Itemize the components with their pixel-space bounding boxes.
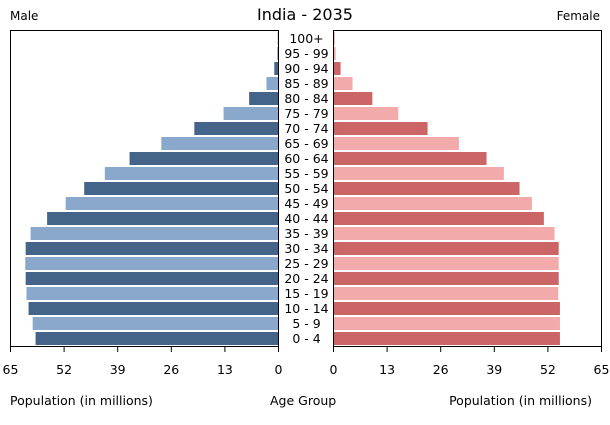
x-tick-label-male: 0 (275, 362, 283, 377)
male-bar (274, 62, 278, 75)
x-tick-label-male: 52 (56, 362, 72, 377)
female-bar (334, 272, 559, 285)
female-bar (334, 62, 341, 75)
age-group-tick-label: 90 - 94 (284, 61, 328, 76)
male-bar (35, 332, 278, 345)
male-plot-frame (10, 30, 279, 347)
x-tick-label-female: 13 (379, 362, 395, 377)
x-axis-label-left: Population (in millions) (10, 393, 153, 408)
age-group-tick-label: 35 - 39 (284, 226, 328, 241)
female-bar (334, 332, 560, 345)
male-bar (25, 257, 278, 270)
x-tick-label-male: 39 (110, 362, 126, 377)
male-bar (249, 92, 278, 105)
female-bar (334, 77, 353, 90)
age-group-tick-label: 20 - 24 (284, 271, 328, 286)
male-bar (30, 227, 278, 240)
x-tick-label-female: 26 (433, 362, 449, 377)
male-label: Male (10, 9, 39, 23)
age-group-tick-label: 45 - 49 (284, 196, 328, 211)
age-group-tick-label: 5 - 9 (292, 316, 320, 331)
female-bar (334, 317, 560, 330)
male-bar (47, 212, 278, 225)
female-bar (334, 227, 555, 240)
age-group-tick-label: 55 - 59 (284, 166, 328, 181)
female-bar (334, 302, 560, 315)
age-group-tick-label: 75 - 79 (284, 106, 328, 121)
female-label: Female (556, 9, 600, 23)
male-bar (223, 107, 278, 120)
x-tick-label-female: 65 (594, 362, 610, 377)
x-tick-label-male: 26 (163, 362, 179, 377)
female-bar (334, 107, 399, 120)
age-group-tick-label: 15 - 19 (284, 286, 328, 301)
age-group-tick-label: 25 - 29 (284, 256, 328, 271)
male-bar (25, 272, 278, 285)
age-group-tick-label: 50 - 54 (284, 181, 328, 196)
age-group-tick-label: 0 - 4 (292, 331, 320, 346)
male-bar (26, 287, 278, 300)
age-group-tick-label: 30 - 34 (284, 241, 328, 256)
male-bar (277, 47, 278, 60)
male-bar (161, 137, 278, 150)
female-bar (334, 257, 559, 270)
male-bar (104, 167, 278, 180)
female-bar (334, 137, 459, 150)
age-group-tick-label: 85 - 89 (284, 76, 328, 91)
age-group-tick-label: 10 - 14 (284, 301, 328, 316)
male-bar (65, 197, 279, 210)
female-bar (334, 242, 559, 255)
female-plot-frame (333, 30, 602, 347)
female-bar (334, 47, 336, 60)
age-group-tick-label: 65 - 69 (284, 136, 328, 151)
x-tick-label-female: 52 (540, 362, 556, 377)
x-tick-label-female: 39 (486, 362, 502, 377)
x-tick-label-female: 0 (330, 362, 338, 377)
male-bar (32, 317, 278, 330)
male-bar (25, 242, 278, 255)
age-group-label: Age Group (270, 393, 337, 408)
age-group-tick-label: 80 - 84 (284, 91, 328, 106)
age-group-tick-label: 95 - 99 (284, 46, 328, 61)
chart-title: India - 2035 (257, 5, 353, 24)
age-group-tick-label: 60 - 64 (284, 151, 328, 166)
male-bar (266, 77, 278, 90)
male-bar (28, 302, 278, 315)
female-bar (334, 287, 559, 300)
age-group-tick-label: 40 - 44 (284, 211, 328, 226)
age-group-tick-label: 100+ (289, 31, 323, 46)
female-bar (334, 92, 373, 105)
female-bar (334, 122, 428, 135)
male-bar (194, 122, 278, 135)
female-bar (334, 212, 544, 225)
x-tick-label-male: 65 (3, 362, 19, 377)
x-tick-label-male: 13 (217, 362, 233, 377)
age-group-tick-label: 70 - 74 (284, 121, 328, 136)
female-bar (334, 182, 520, 195)
male-bar (84, 182, 278, 195)
female-bar (334, 167, 504, 180)
male-bar (129, 152, 278, 165)
x-axis-label-right: Population (in millions) (449, 393, 592, 408)
female-bar (334, 197, 532, 210)
female-bar (334, 152, 487, 165)
